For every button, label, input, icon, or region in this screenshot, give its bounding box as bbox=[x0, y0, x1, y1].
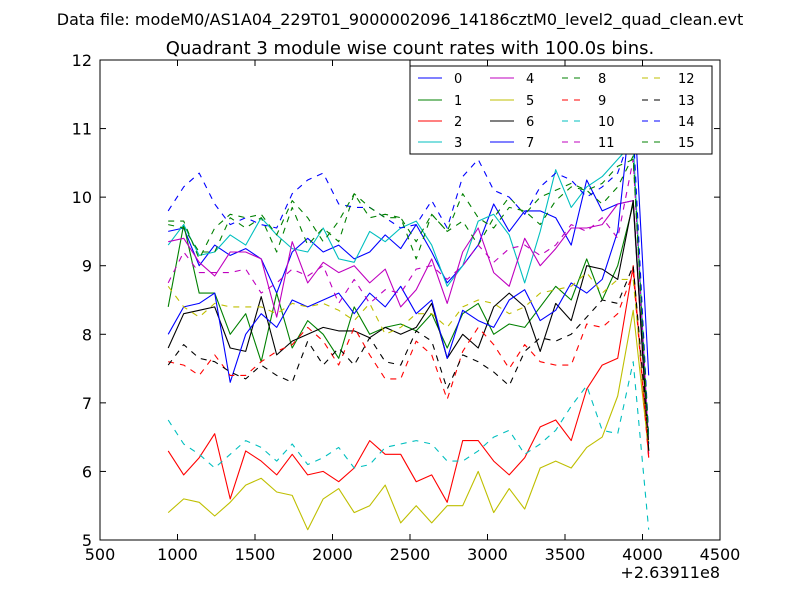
series-layer bbox=[167, 86, 650, 531]
y-tick-label: 11 bbox=[72, 120, 92, 139]
series-line-3 bbox=[167, 141, 650, 451]
figure-suptitle: Data file: modeM0/AS1A04_229T01_90000020… bbox=[57, 10, 743, 30]
x-tick-label: 500 bbox=[85, 545, 116, 564]
x-tick-label: 4000 bbox=[622, 545, 663, 564]
series-line-2 bbox=[167, 265, 650, 503]
y-tick-label: 10 bbox=[72, 188, 92, 207]
x-tick-label: 2000 bbox=[312, 545, 353, 564]
series-line-10 bbox=[167, 361, 650, 530]
x-tick-label: 1000 bbox=[157, 545, 198, 564]
legend-label-3: 3 bbox=[454, 136, 462, 151]
x-tick-label: 4500 bbox=[700, 545, 741, 564]
axes-frame bbox=[99, 59, 721, 541]
chart-title: Quadrant 3 module wise count rates with … bbox=[166, 38, 655, 59]
series-line-8 bbox=[168, 155, 650, 438]
x-tick-label: 1500 bbox=[235, 545, 276, 564]
series-line-5 bbox=[167, 309, 650, 531]
legend-label-4: 4 bbox=[526, 72, 534, 87]
x-offset-label: +2.63911e8 bbox=[620, 563, 720, 582]
series-line-13 bbox=[167, 265, 650, 445]
legend-frame bbox=[409, 65, 713, 155]
series-line-1 bbox=[167, 203, 650, 451]
legend-label-10: 10 bbox=[598, 115, 615, 130]
series-line-15 bbox=[168, 158, 650, 441]
legend-label-9: 9 bbox=[598, 94, 606, 109]
y-tick-label: 12 bbox=[72, 51, 92, 70]
series-line-4 bbox=[168, 200, 650, 455]
legend-label-6: 6 bbox=[526, 115, 534, 130]
legend-label-7: 7 bbox=[526, 136, 534, 151]
y-tick-label: 6 bbox=[82, 462, 92, 481]
legend-label-2: 2 bbox=[454, 115, 462, 130]
series-line-11 bbox=[167, 158, 650, 445]
legend-label-0: 0 bbox=[454, 72, 462, 87]
y-tick-label: 5 bbox=[82, 531, 92, 550]
legend-label-1: 1 bbox=[454, 94, 462, 109]
legend-label-12: 12 bbox=[678, 72, 695, 87]
legend-label-14: 14 bbox=[678, 115, 695, 130]
y-tick-label: 7 bbox=[82, 394, 92, 413]
legend-label-15: 15 bbox=[678, 136, 695, 151]
legend-label-13: 13 bbox=[678, 94, 695, 109]
y-tick-label: 9 bbox=[82, 257, 92, 276]
ticks-layer: 500 1000 1500 2000 2500 3000 3500 4000 4500 5 6 7 8 9… bbox=[72, 51, 741, 564]
x-tick-label: 3000 bbox=[467, 545, 508, 564]
legend-label-5: 5 bbox=[526, 94, 534, 109]
series-line-0 bbox=[168, 179, 650, 445]
y-tick-label: 8 bbox=[82, 325, 92, 344]
legend-label-11: 11 bbox=[598, 136, 615, 151]
x-tick-label: 2500 bbox=[390, 545, 431, 564]
x-tick-label: 3500 bbox=[545, 545, 586, 564]
series-line-7 bbox=[167, 86, 650, 383]
series-line-12 bbox=[167, 272, 650, 445]
legend-label-8: 8 bbox=[598, 72, 606, 87]
series-line-6 bbox=[167, 200, 650, 451]
